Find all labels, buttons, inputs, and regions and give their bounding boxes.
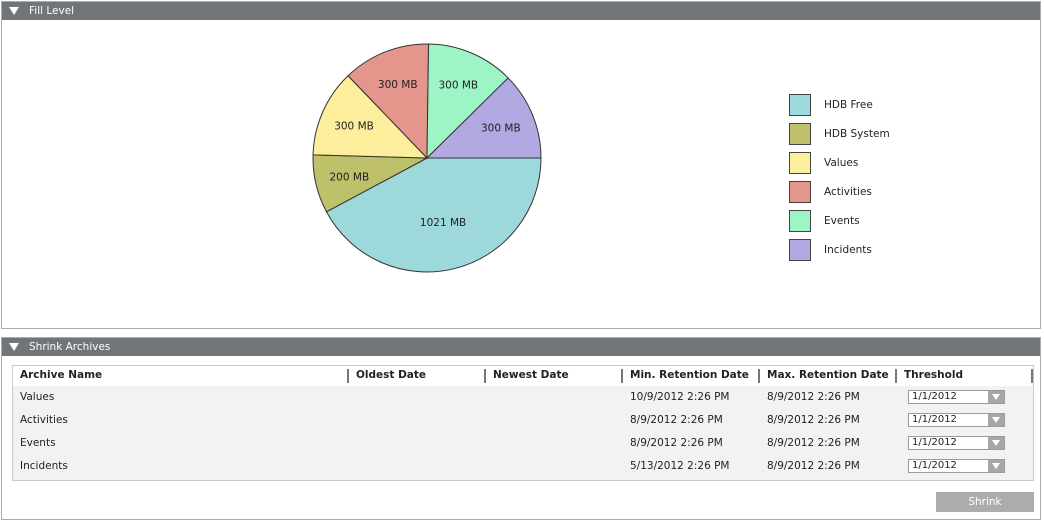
cell-min: 10/9/2012 2:26 PM: [630, 391, 730, 403]
column-resize-handle[interactable]: [895, 369, 897, 383]
legend-item: Values: [789, 148, 890, 177]
collapse-triangle-icon[interactable]: [9, 7, 19, 15]
legend-label: Activities: [824, 185, 872, 198]
legend-item: Activities: [789, 177, 890, 206]
legend-label: HDB System: [824, 127, 890, 140]
table-header: Archive Name Oldest Date Newest Date Min. R…: [13, 366, 1033, 386]
threshold-value: 1/1/2012: [912, 460, 957, 471]
pie-slice-hdb-free: [325, 157, 542, 273]
legend-item: Incidents: [789, 235, 890, 264]
column-resize-handle[interactable]: [1031, 369, 1033, 383]
threshold-dropdown[interactable]: 1/1/2012: [908, 459, 1005, 473]
pie-slice-events: [426, 43, 509, 160]
shrink-archives-panel: Shrink Archives Archive Name Oldest Date N…: [1, 337, 1041, 520]
legend-swatch: [789, 93, 811, 116]
column-header[interactable]: Threshold: [904, 369, 963, 381]
table-row[interactable]: Activities 8/9/2012 2:26 PM 8/9/2012 2:26 …: [13, 409, 1033, 432]
legend-swatch: [789, 122, 811, 145]
cell-name: Activities: [20, 414, 68, 426]
cell-max: 8/9/2012 2:26 PM: [767, 414, 860, 426]
pie-slice-activities: [347, 43, 430, 160]
table-row[interactable]: Events 8/9/2012 2:26 PM 8/9/2012 2:26 PM 1/…: [13, 432, 1033, 455]
column-resize-handle[interactable]: [484, 369, 486, 383]
slice-data-label: 1021 MB: [420, 217, 466, 229]
legend-item: Events: [789, 206, 890, 235]
pie-slice-values: [312, 75, 429, 159]
column-header[interactable]: Oldest Date: [356, 369, 427, 381]
collapse-triangle-icon[interactable]: [9, 343, 19, 351]
table-row[interactable]: Values 10/9/2012 2:26 PM 8/9/2012 2:26 PM 1…: [13, 386, 1033, 409]
threshold-value: 1/1/2012: [912, 414, 957, 425]
threshold-dropdown[interactable]: 1/1/2012: [908, 390, 1005, 404]
fill-level-panel: Fill Level 1021 MB 200 MB 300 MB 300 MB 300 …: [1, 1, 1041, 329]
legend-item: HDB Free: [789, 90, 890, 119]
column-resize-handle[interactable]: [758, 369, 760, 383]
legend-label: Incidents: [824, 243, 872, 256]
legend-swatch: [789, 238, 811, 261]
cell-min: 8/9/2012 2:26 PM: [630, 437, 723, 449]
chevron-down-icon[interactable]: [988, 437, 1004, 449]
legend-swatch: [789, 209, 811, 232]
slice-data-label: 200 MB: [330, 171, 370, 183]
legend-label: Events: [824, 214, 860, 227]
slice-data-label: 300 MB: [438, 80, 478, 92]
legend-swatch: [789, 151, 811, 174]
slice-data-label: 300 MB: [481, 123, 521, 135]
shrink-archives-title: Shrink Archives: [29, 341, 111, 353]
shrink-button[interactable]: Shrink: [936, 492, 1034, 512]
fill-level-title: Fill Level: [29, 5, 75, 17]
chevron-down-icon[interactable]: [988, 391, 1004, 403]
threshold-value: 1/1/2012: [912, 437, 957, 448]
column-header[interactable]: Archive Name: [20, 369, 103, 381]
cell-max: 8/9/2012 2:26 PM: [767, 460, 860, 472]
column-resize-handle[interactable]: [621, 369, 623, 383]
cell-min: 5/13/2012 2:26 PM: [630, 460, 730, 472]
fill-level-header[interactable]: Fill Level: [2, 2, 1040, 20]
cell-name: Events: [20, 437, 56, 449]
column-header[interactable]: Newest Date: [493, 369, 569, 381]
column-resize-handle[interactable]: [347, 369, 349, 383]
legend-label: Values: [824, 156, 859, 169]
column-header[interactable]: Max. Retention Date: [767, 369, 889, 381]
threshold-value: 1/1/2012: [912, 391, 957, 402]
legend-label: HDB Free: [824, 98, 873, 111]
legend-swatch: [789, 180, 811, 203]
cell-name: Incidents: [20, 460, 68, 472]
threshold-dropdown[interactable]: 1/1/2012: [908, 413, 1005, 427]
legend-item: HDB System: [789, 119, 890, 148]
threshold-dropdown[interactable]: 1/1/2012: [908, 436, 1005, 450]
shrink-archives-header[interactable]: Shrink Archives: [2, 338, 1040, 356]
chart-legend: HDB Free HDB System Values Activities Events…: [789, 90, 890, 264]
chevron-down-icon[interactable]: [988, 414, 1004, 426]
column-header[interactable]: Min. Retention Date: [630, 369, 749, 381]
pie-slice-incidents: [425, 77, 542, 159]
archives-table: Archive Name Oldest Date Newest Date Min. R…: [12, 365, 1034, 481]
table-row[interactable]: Incidents 5/13/2012 2:26 PM 8/9/2012 2:26 …: [13, 455, 1033, 478]
slice-data-label: 300 MB: [334, 121, 374, 133]
cell-min: 8/9/2012 2:26 PM: [630, 414, 723, 426]
cell-max: 8/9/2012 2:26 PM: [767, 437, 860, 449]
slice-data-label: 300 MB: [378, 79, 418, 91]
pie-chart: 1021 MB 200 MB 300 MB 300 MB 300 MB 300 MB: [312, 43, 542, 273]
chevron-down-icon[interactable]: [988, 460, 1004, 472]
cell-name: Values: [20, 391, 55, 403]
cell-max: 8/9/2012 2:26 PM: [767, 391, 860, 403]
